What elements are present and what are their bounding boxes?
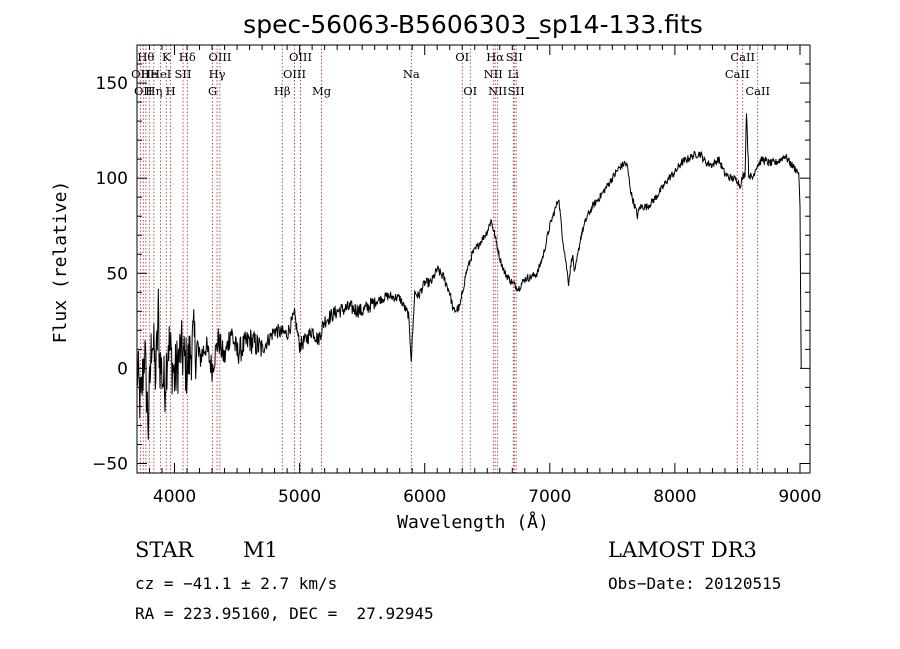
line-label: OII [134, 84, 153, 98]
x-tick-label: 5000 [278, 487, 321, 507]
survey-name: LAMOST DR3 [608, 538, 757, 562]
spectral-line-markers [139, 45, 759, 473]
chart-title: spec-56063-B5606303_sp14-133.fits [243, 10, 703, 39]
y-tick-label: 150 [96, 74, 128, 94]
x-tick-label: 8000 [653, 487, 696, 507]
line-label: CaII [745, 84, 770, 98]
line-label: Mg [312, 84, 332, 98]
line-label: OIII [289, 50, 312, 64]
axis-ticks [137, 45, 810, 473]
line-label: SII [508, 84, 525, 98]
spectral-line-labels: OII OII Hθ He Hη HeI K H SII Hδ G Hγ OIII Hβ OIII OIII M… [131, 50, 770, 98]
object-class: STAR [135, 538, 194, 562]
y-tick-labels: −50 0 50 100 150 [92, 74, 128, 474]
coords-text: RA = 223.95160, DEC = 27.92945 [135, 604, 434, 623]
line-label: Hβ [274, 84, 291, 98]
line-label: OI [455, 50, 469, 64]
line-label: Hη [145, 84, 162, 98]
line-label: CaII [730, 50, 755, 64]
x-tick-label: 7000 [528, 487, 571, 507]
line-label: He [141, 67, 158, 81]
line-label: OIII [208, 50, 231, 64]
x-tick-label: 6000 [403, 487, 446, 507]
object-subclass: M1 [243, 538, 278, 562]
obs-date-text: Obs−Date: 20120515 [608, 574, 782, 593]
x-tick-label: 9000 [778, 487, 821, 507]
y-tick-label: 0 [117, 359, 128, 379]
line-label: H [166, 84, 176, 98]
plot-frame [136, 44, 811, 474]
line-label: SII [506, 50, 523, 64]
line-label: Hθ [137, 50, 154, 64]
x-tick-label: 4000 [153, 487, 196, 507]
line-label: Na [403, 67, 420, 81]
line-label: Li [508, 67, 520, 81]
line-label: K [162, 50, 171, 64]
y-axis-label: Flux (relative) [50, 181, 71, 344]
line-label: OI [463, 84, 477, 98]
x-tick-labels: 4000 5000 6000 7000 8000 9000 [153, 487, 822, 507]
line-label: Hα [486, 50, 504, 64]
y-tick-label: 50 [106, 264, 128, 284]
line-label: OIII [283, 67, 306, 81]
line-label: SII [175, 67, 192, 81]
line-label: CaII [725, 67, 750, 81]
redshift-text: cz = −41.1 ± 2.7 km/s [135, 574, 338, 593]
spectrum-line [136, 113, 802, 440]
y-tick-label: −50 [92, 454, 128, 474]
y-tick-label: 100 [96, 169, 128, 189]
line-label: NII [484, 67, 503, 81]
x-axis-label: Wavelength (Å) [397, 511, 549, 533]
line-label: Hδ [179, 50, 196, 64]
line-label: Hγ [209, 67, 226, 81]
line-label: HeI [150, 67, 171, 81]
line-label: OII [131, 67, 150, 81]
line-label: NII [488, 84, 507, 98]
line-label: G [208, 84, 217, 98]
